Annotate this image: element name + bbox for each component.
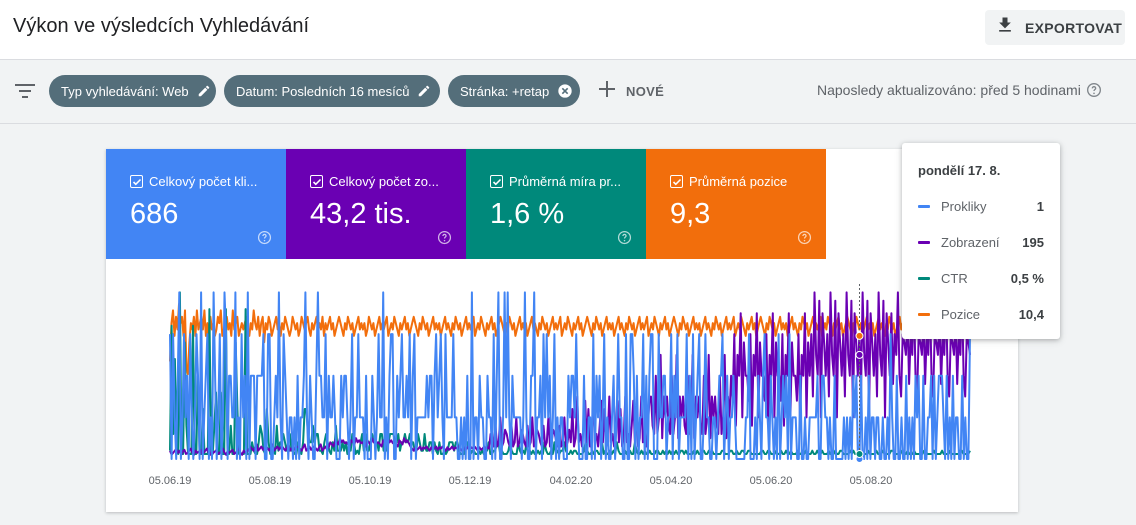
x-axis-tick-label: 05.06.20 (750, 475, 793, 487)
metric-impressions[interactable]: Celkový počet zo... 43,2 tis. (286, 149, 466, 259)
filter-chip-label: Typ vyhledávání: Web (61, 83, 189, 99)
edit-icon[interactable] (417, 84, 431, 98)
filter-chip-date[interactable]: Datum: Posledních 16 mesíců (224, 75, 440, 107)
x-axis-tick-label: 05.10.19 (349, 475, 392, 487)
metric-value: 9,3 (670, 198, 711, 230)
x-axis-tick-label: 04.02.20 (550, 475, 593, 487)
tooltip-series-name: Pozice (941, 306, 981, 322)
legend-swatch (918, 276, 930, 280)
checkbox-checked-icon[interactable] (130, 175, 143, 188)
metric-value: 1,6 % (490, 198, 565, 230)
filter-list-icon[interactable] (14, 82, 36, 105)
metric-label: Celkový počet kli... (149, 174, 258, 189)
add-filter-label: NOVÉ (626, 84, 665, 99)
tooltip-series-name: Prokliky (941, 198, 987, 214)
series-line-prokliky (169, 291, 971, 460)
help-icon[interactable] (797, 230, 812, 250)
filter-chip-page[interactable]: Stránka: +retap (448, 75, 580, 107)
hover-dot-zobrazení (855, 350, 864, 359)
metric-ctr[interactable]: Průměrná míra pr... 1,6 % (466, 149, 646, 259)
help-icon[interactable] (617, 230, 632, 250)
metric-label: Celkový počet zo... (329, 174, 439, 189)
legend-swatch (918, 312, 930, 316)
metric-position[interactable]: Průměrná pozice 9,3 (646, 149, 826, 259)
last-updated-text: Naposledy aktualizováno: před 5 hodinami (817, 82, 1081, 98)
tooltip-series-value: 0,5 % (1010, 270, 1044, 286)
filter-chip-label: Stránka: +retap (460, 83, 550, 99)
x-axis-tick-label: 05.08.20 (850, 475, 893, 487)
legend-swatch (918, 240, 930, 244)
legend-swatch (918, 204, 930, 208)
last-updated: Naposledy aktualizováno: před 5 hodinami (817, 82, 1102, 98)
tooltip-series-name: Zobrazení (941, 234, 1000, 250)
metric-label: Průměrná míra pr... (509, 174, 621, 189)
export-button[interactable]: EXPORTOVAT (985, 10, 1125, 45)
close-circle-icon[interactable] (557, 83, 573, 99)
checkbox-checked-icon[interactable] (490, 175, 503, 188)
metric-value: 686 (130, 198, 179, 230)
tooltip-series-value: 195 (1022, 234, 1044, 250)
page-title: Výkon ve výsledcích Vyhledávání (13, 15, 310, 37)
tooltip-series-value: 10,4 (1018, 306, 1044, 322)
tooltip-series-name: CTR (941, 270, 968, 286)
tooltip-date: pondělí 17. 8. (918, 163, 1001, 178)
help-icon[interactable] (437, 230, 452, 250)
x-axis-tick-label: 05.04.20 (650, 475, 693, 487)
download-icon (995, 15, 1015, 40)
hover-dot-ctr (855, 450, 864, 459)
checkbox-checked-icon[interactable] (310, 175, 323, 188)
hover-dot-pozice (855, 331, 864, 340)
tooltip-row-ctr: CTR 0,5 % (918, 270, 1044, 286)
series-line-zobrazení (169, 291, 971, 456)
plus-icon (598, 80, 616, 103)
x-axis-tick-label: 05.06.19 (149, 475, 192, 487)
x-axis-tick-label: 05.12.19 (449, 475, 492, 487)
header-bar: Výkon ve výsledcích Vyhledávání EXPORTOV… (0, 0, 1136, 60)
performance-card: Celkový počet kli... 686 Celkový počet z… (106, 149, 1018, 512)
metric-clicks[interactable]: Celkový počet kli... 686 (106, 149, 286, 259)
filter-bar: Typ vyhledávání: Web Datum: Posledních 1… (0, 60, 1136, 124)
tooltip-row-position: Pozice 10,4 (918, 306, 1044, 322)
help-icon[interactable] (1086, 82, 1102, 98)
chart-tooltip: pondělí 17. 8. Prokliky 1 Zobrazení 195 … (902, 143, 1060, 339)
filter-chip-search-type[interactable]: Typ vyhledávání: Web (49, 75, 216, 107)
metric-value: 43,2 tis. (310, 198, 412, 230)
add-filter-button[interactable]: NOVÉ (598, 80, 664, 103)
performance-chart[interactable]: 05.06.19 05.08.19 05.10.19 05.12.19 04.02.20… (106, 149, 1018, 512)
series-line-pozice (169, 303, 971, 376)
filter-chip-label: Datum: Posledních 16 mesíců (236, 83, 410, 99)
metric-label: Průměrná pozice (689, 174, 788, 189)
export-label: EXPORTOVAT (1025, 19, 1123, 36)
tooltip-series-value: 1 (1036, 198, 1044, 214)
x-axis-tick-label: 05.08.19 (249, 475, 292, 487)
tooltip-row-clicks: Prokliky 1 (918, 198, 1044, 214)
tooltip-row-impressions: Zobrazení 195 (918, 234, 1044, 250)
edit-icon[interactable] (197, 84, 211, 98)
checkbox-checked-icon[interactable] (670, 175, 683, 188)
help-icon[interactable] (257, 230, 272, 250)
